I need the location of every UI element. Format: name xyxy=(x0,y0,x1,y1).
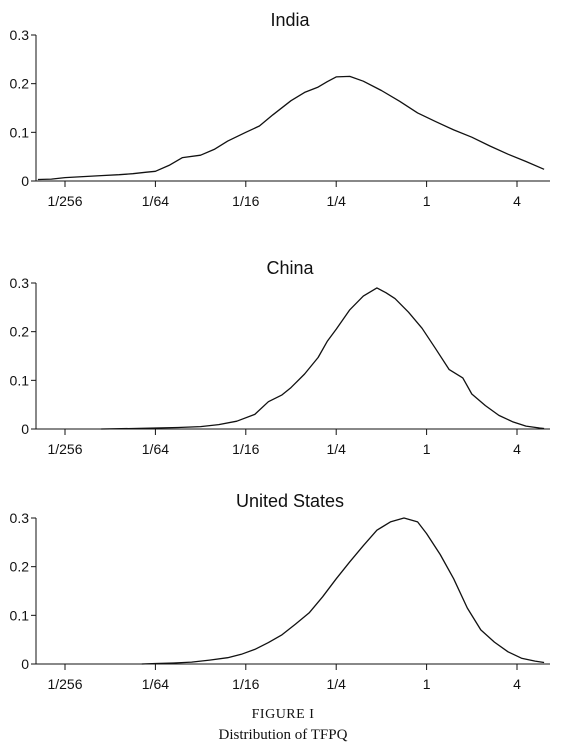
x-tick-label: 1/4 xyxy=(326,676,346,692)
x-tick-label: 1/16 xyxy=(232,676,259,692)
y-tick-label: 0 xyxy=(21,421,29,437)
panel-united-states: United States 0 0.1 0.2 0.3 1/256 1/64 1/16 1/4 1… xyxy=(10,491,550,692)
x-tick-label: 4 xyxy=(513,193,521,209)
x-tick-label: 1 xyxy=(423,441,431,457)
y-tick-label: 0.1 xyxy=(10,607,30,623)
figure-label-prefix: F xyxy=(251,707,260,722)
y-tick-label: 0.3 xyxy=(10,510,30,526)
y-tick-label: 0.2 xyxy=(10,559,30,575)
x-tick-label: 1/64 xyxy=(142,193,169,209)
x-tick-label: 1/256 xyxy=(47,193,82,209)
y-tick-label: 0.2 xyxy=(10,76,30,92)
x-tick-label: 1/4 xyxy=(326,193,346,209)
y-tick-label: 0.1 xyxy=(10,372,30,388)
panel-china: China 0 0.1 0.2 0.3 1/256 1/64 1/16 1/4 1 4 xyxy=(10,258,550,457)
figure-label-rest: IGURE I xyxy=(259,707,315,722)
y-tick-label: 0 xyxy=(21,656,29,672)
x-tick-label: 4 xyxy=(513,441,521,457)
y-tick-label: 0.2 xyxy=(10,324,30,340)
panel-title: United States xyxy=(236,491,344,511)
x-tick-label: 1/16 xyxy=(232,441,259,457)
figure-label: FIGURE I xyxy=(0,707,566,723)
x-tick-label: 1/4 xyxy=(326,441,346,457)
density-line xyxy=(101,287,545,430)
density-line xyxy=(141,517,545,665)
x-tick-label: 1/64 xyxy=(142,441,169,457)
x-tick-label: 1/64 xyxy=(142,676,169,692)
panel-title: India xyxy=(270,10,310,30)
y-tick-label: 0.1 xyxy=(10,124,30,140)
figure-caption: Distribution of TFPQ xyxy=(218,727,348,743)
x-tick-label: 1/16 xyxy=(232,193,259,209)
x-tick-label: 1 xyxy=(423,193,431,209)
x-tick-label: 1 xyxy=(423,676,431,692)
y-tick-label: 0.3 xyxy=(10,27,30,43)
x-tick-label: 1/256 xyxy=(47,441,82,457)
panel-title: China xyxy=(266,258,314,278)
density-line xyxy=(37,75,545,181)
x-tick-label: 4 xyxy=(513,676,521,692)
x-tick-label: 1/256 xyxy=(47,676,82,692)
y-tick-label: 0.3 xyxy=(10,275,30,291)
y-tick-label: 0 xyxy=(21,173,29,189)
panel-india: India 0 0.1 0.2 0.3 1/256 1/64 1/16 1/4 1 4 xyxy=(10,10,550,209)
